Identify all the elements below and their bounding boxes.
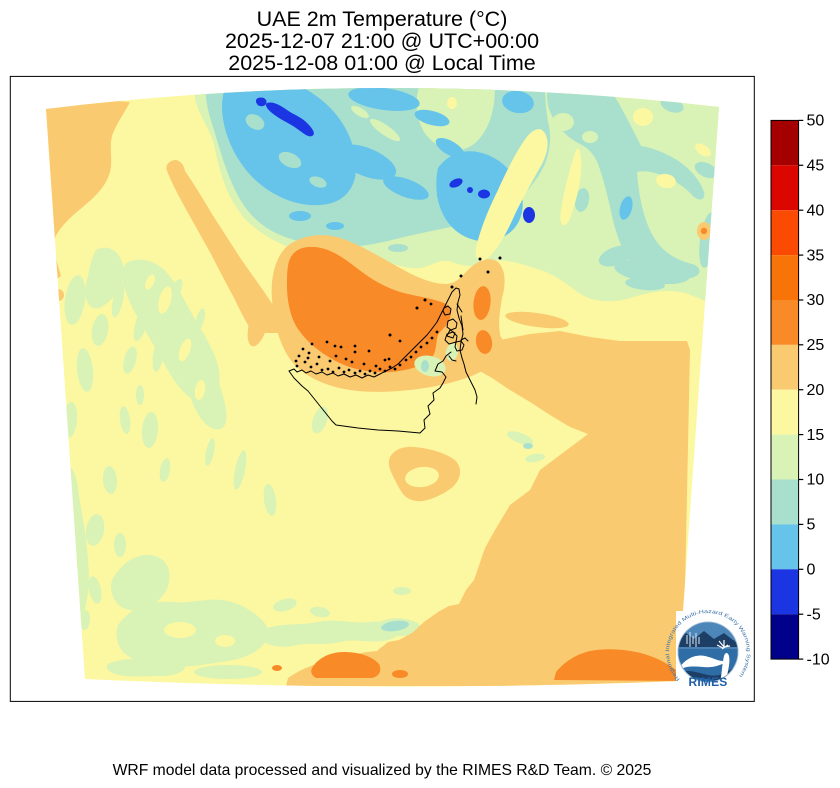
svg-text:10: 10: [807, 472, 825, 489]
svg-text:30: 30: [807, 292, 825, 309]
svg-text:50: 50: [807, 113, 825, 130]
svg-text:UAE 2m Temperature (°C): UAE 2m Temperature (°C): [257, 7, 508, 31]
svg-text:RIMES: RIMES: [688, 675, 727, 689]
svg-text:35: 35: [807, 247, 825, 264]
svg-text:25: 25: [807, 337, 825, 354]
svg-text:20: 20: [807, 382, 825, 399]
svg-text:-10: -10: [807, 651, 830, 668]
svg-text:2025-12-07 21:00 @ UTC+00:00: 2025-12-07 21:00 @ UTC+00:00: [225, 29, 539, 53]
svg-text:2025-12-08 01:00 @ Local Time: 2025-12-08 01:00 @ Local Time: [228, 51, 536, 75]
svg-text:40: 40: [807, 202, 825, 219]
svg-text:5: 5: [807, 517, 816, 534]
svg-text:0: 0: [807, 562, 816, 579]
svg-text:-5: -5: [807, 606, 821, 623]
svg-text:WRF model data processed and v: WRF model data processed and visualized …: [113, 762, 652, 779]
svg-text:45: 45: [807, 158, 825, 175]
svg-text:15: 15: [807, 427, 825, 444]
